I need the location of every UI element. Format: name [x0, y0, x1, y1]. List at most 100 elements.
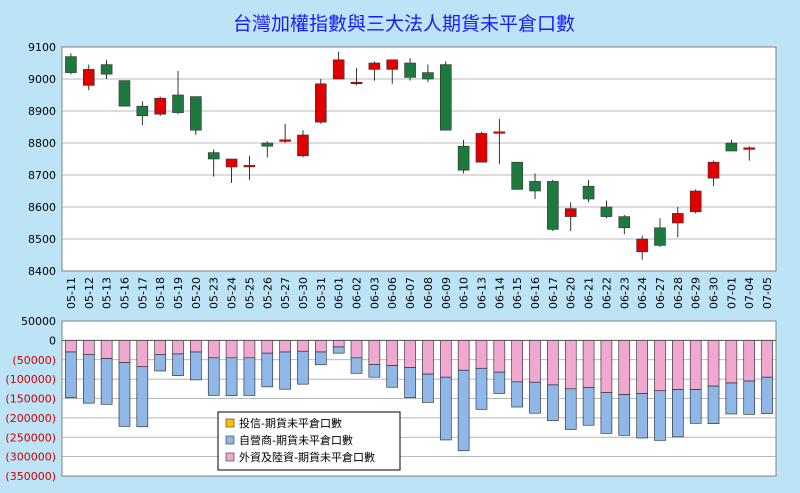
oi-bar-segment — [207, 340, 220, 359]
oi-bar-segment — [529, 381, 541, 414]
candle-body — [404, 62, 416, 78]
candle-body — [190, 96, 202, 131]
oi-bar-segment — [82, 354, 95, 404]
price-y-tick-label: 8700 — [28, 169, 56, 182]
price-y-tick-label: 8800 — [28, 137, 56, 150]
oi-bar-segment — [404, 340, 416, 368]
date-x-tick-label: 06-22 — [600, 277, 613, 309]
oi-bar-segment — [725, 382, 738, 415]
oi-bar-segment — [332, 340, 345, 348]
oi-bar-segment — [261, 352, 274, 388]
oi-bar-segment — [457, 340, 470, 371]
date-x-tick-label: 06-24 — [636, 277, 649, 309]
date-x-tick-label: 07-05 — [761, 277, 774, 309]
oi-bar-segment — [457, 369, 470, 452]
oi-bar-segment — [582, 387, 595, 426]
date-x-tick-label: 05-16 — [118, 277, 131, 309]
date-x-tick-label: 05-20 — [190, 277, 203, 309]
candle-body — [154, 97, 166, 115]
oi-bar-segment — [136, 366, 149, 428]
oi-bar-segment — [297, 340, 309, 352]
oi-bar-segment — [547, 384, 559, 421]
oi-bar-segment — [493, 340, 506, 373]
oi-bar-segment — [422, 340, 434, 375]
oi-bar-segment — [672, 340, 684, 390]
oi-bar-segment — [350, 340, 363, 359]
oi-bar-segment — [564, 388, 577, 430]
candle-body — [439, 64, 452, 131]
legend-label: 外資及陸資-期貨未平倉口數 — [239, 450, 375, 464]
chart-title: 台灣加權指數與三大法人期貨未平倉口數 — [233, 13, 575, 35]
legend-swatch — [225, 435, 235, 445]
candle-body — [172, 94, 184, 113]
candle-body — [332, 59, 345, 80]
oi-bar-segment — [190, 340, 202, 353]
oi-y-tick-label: (250000) — [5, 431, 56, 444]
candle-body — [689, 190, 702, 213]
oi-bar-segment — [582, 340, 595, 388]
date-x-tick-label: 06-09 — [440, 277, 453, 309]
date-x-tick-label: 06-02 — [351, 277, 364, 309]
oi-bar-segment — [707, 385, 720, 424]
oi-bar-segment — [707, 340, 720, 387]
oi-bar-segment — [761, 340, 773, 378]
candle-body — [529, 181, 541, 192]
candle-body — [350, 81, 363, 85]
oi-bar-segment — [743, 380, 756, 415]
oi-bar-segment — [475, 340, 488, 369]
oi-bar-segment — [743, 340, 756, 382]
candle-body — [207, 152, 220, 160]
oi-bar-segment — [65, 351, 77, 399]
price-y-tick-label: 9000 — [28, 73, 56, 86]
oi-bar-segment — [654, 340, 666, 392]
date-x-tick-label: 06-03 — [368, 277, 381, 309]
date-x-tick-label: 06-29 — [690, 277, 703, 309]
candle-body — [118, 80, 131, 107]
oi-bar-segment — [404, 367, 416, 399]
candle-body — [297, 134, 309, 157]
candle-body — [582, 185, 595, 200]
date-x-tick-label: 06-17 — [547, 277, 560, 309]
oi-bar-segment — [511, 340, 523, 383]
date-x-tick-label: 05-18 — [154, 277, 167, 309]
oi-bar-segment — [368, 340, 381, 365]
oi-y-tick-label: (50000) — [12, 354, 56, 367]
legend-swatch — [225, 418, 235, 428]
date-x-tick-label: 06-01 — [333, 277, 346, 309]
date-x-tick-label: 06-08 — [422, 277, 435, 309]
oi-bar-segment — [118, 340, 131, 363]
oi-bar-segment — [475, 367, 488, 410]
oi-bar-segment — [493, 371, 506, 394]
price-plot-area — [61, 46, 777, 272]
oi-bar-segment — [172, 340, 184, 355]
date-x-tick-label: 05-23 — [208, 277, 221, 309]
oi-bar-segment — [315, 340, 327, 353]
oi-bar-segment — [172, 353, 184, 376]
candle-body — [65, 56, 77, 73]
candle-body — [707, 161, 720, 179]
legend-box — [217, 411, 401, 471]
candle-body — [100, 64, 113, 75]
oi-bar-segment — [100, 340, 113, 359]
oi-y-tick-label: (100000) — [5, 373, 56, 386]
price-y-tick-label: 9100 — [28, 41, 56, 54]
oi-bar-segment — [368, 364, 381, 378]
candle-body — [82, 69, 95, 86]
oi-bar-segment — [386, 365, 399, 388]
oi-bar-segment — [225, 340, 238, 359]
oi-bar-segment — [725, 340, 738, 384]
date-x-tick-label: 05-19 — [172, 277, 185, 309]
oi-bar-segment — [636, 340, 648, 394]
candle-body — [243, 165, 256, 168]
oi-bar-segment — [225, 357, 238, 397]
legend-label: 投信-期貨未平倉口數 — [239, 416, 342, 430]
oi-bar-segment — [350, 357, 363, 374]
date-x-tick-label: 07-01 — [725, 277, 738, 309]
oi-bar-segment — [243, 340, 256, 359]
candle-body — [225, 158, 238, 168]
oi-y-tick-label: (300000) — [5, 451, 56, 464]
oi-bar-segment — [636, 393, 648, 439]
candle-body — [654, 227, 666, 246]
candle-body — [136, 105, 149, 117]
